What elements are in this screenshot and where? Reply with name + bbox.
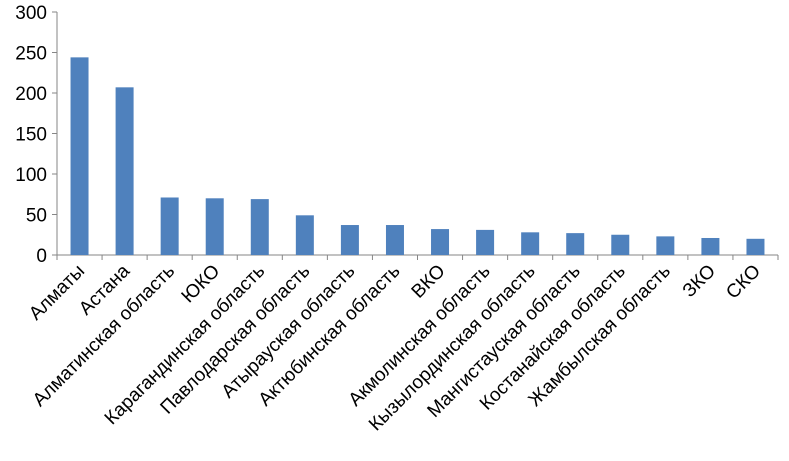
- bar: [160, 197, 179, 255]
- y-axis-ticks: 0 50 100 150 200 250 300: [15, 3, 57, 267]
- bar: [431, 229, 450, 255]
- bar: [476, 229, 495, 255]
- bar: [611, 234, 630, 255]
- y-tick-label: 150: [15, 125, 47, 146]
- bar: [746, 238, 765, 255]
- x-category-label: Алматы: [25, 261, 89, 325]
- bar: [295, 215, 314, 255]
- bar: [115, 87, 134, 255]
- y-tick-label: 200: [15, 84, 47, 105]
- x-category-label: ЗКО: [679, 261, 720, 302]
- bar: [385, 225, 404, 255]
- y-tick-label: 50: [26, 206, 47, 227]
- bar: [656, 236, 675, 255]
- bar: [701, 237, 720, 255]
- bar: [70, 57, 89, 255]
- x-axis-ticks: [56, 255, 779, 260]
- x-category-label: СКО: [722, 261, 765, 304]
- bar: [205, 198, 224, 255]
- bar: [566, 233, 585, 255]
- bars: [70, 57, 765, 255]
- y-tick-label: 250: [15, 44, 47, 65]
- bar: [521, 232, 540, 255]
- bar: [250, 199, 269, 255]
- y-tick-label: 0: [36, 246, 47, 267]
- y-tick-label: 100: [15, 165, 47, 186]
- bar: [340, 225, 359, 255]
- y-tick-label: 300: [15, 3, 47, 24]
